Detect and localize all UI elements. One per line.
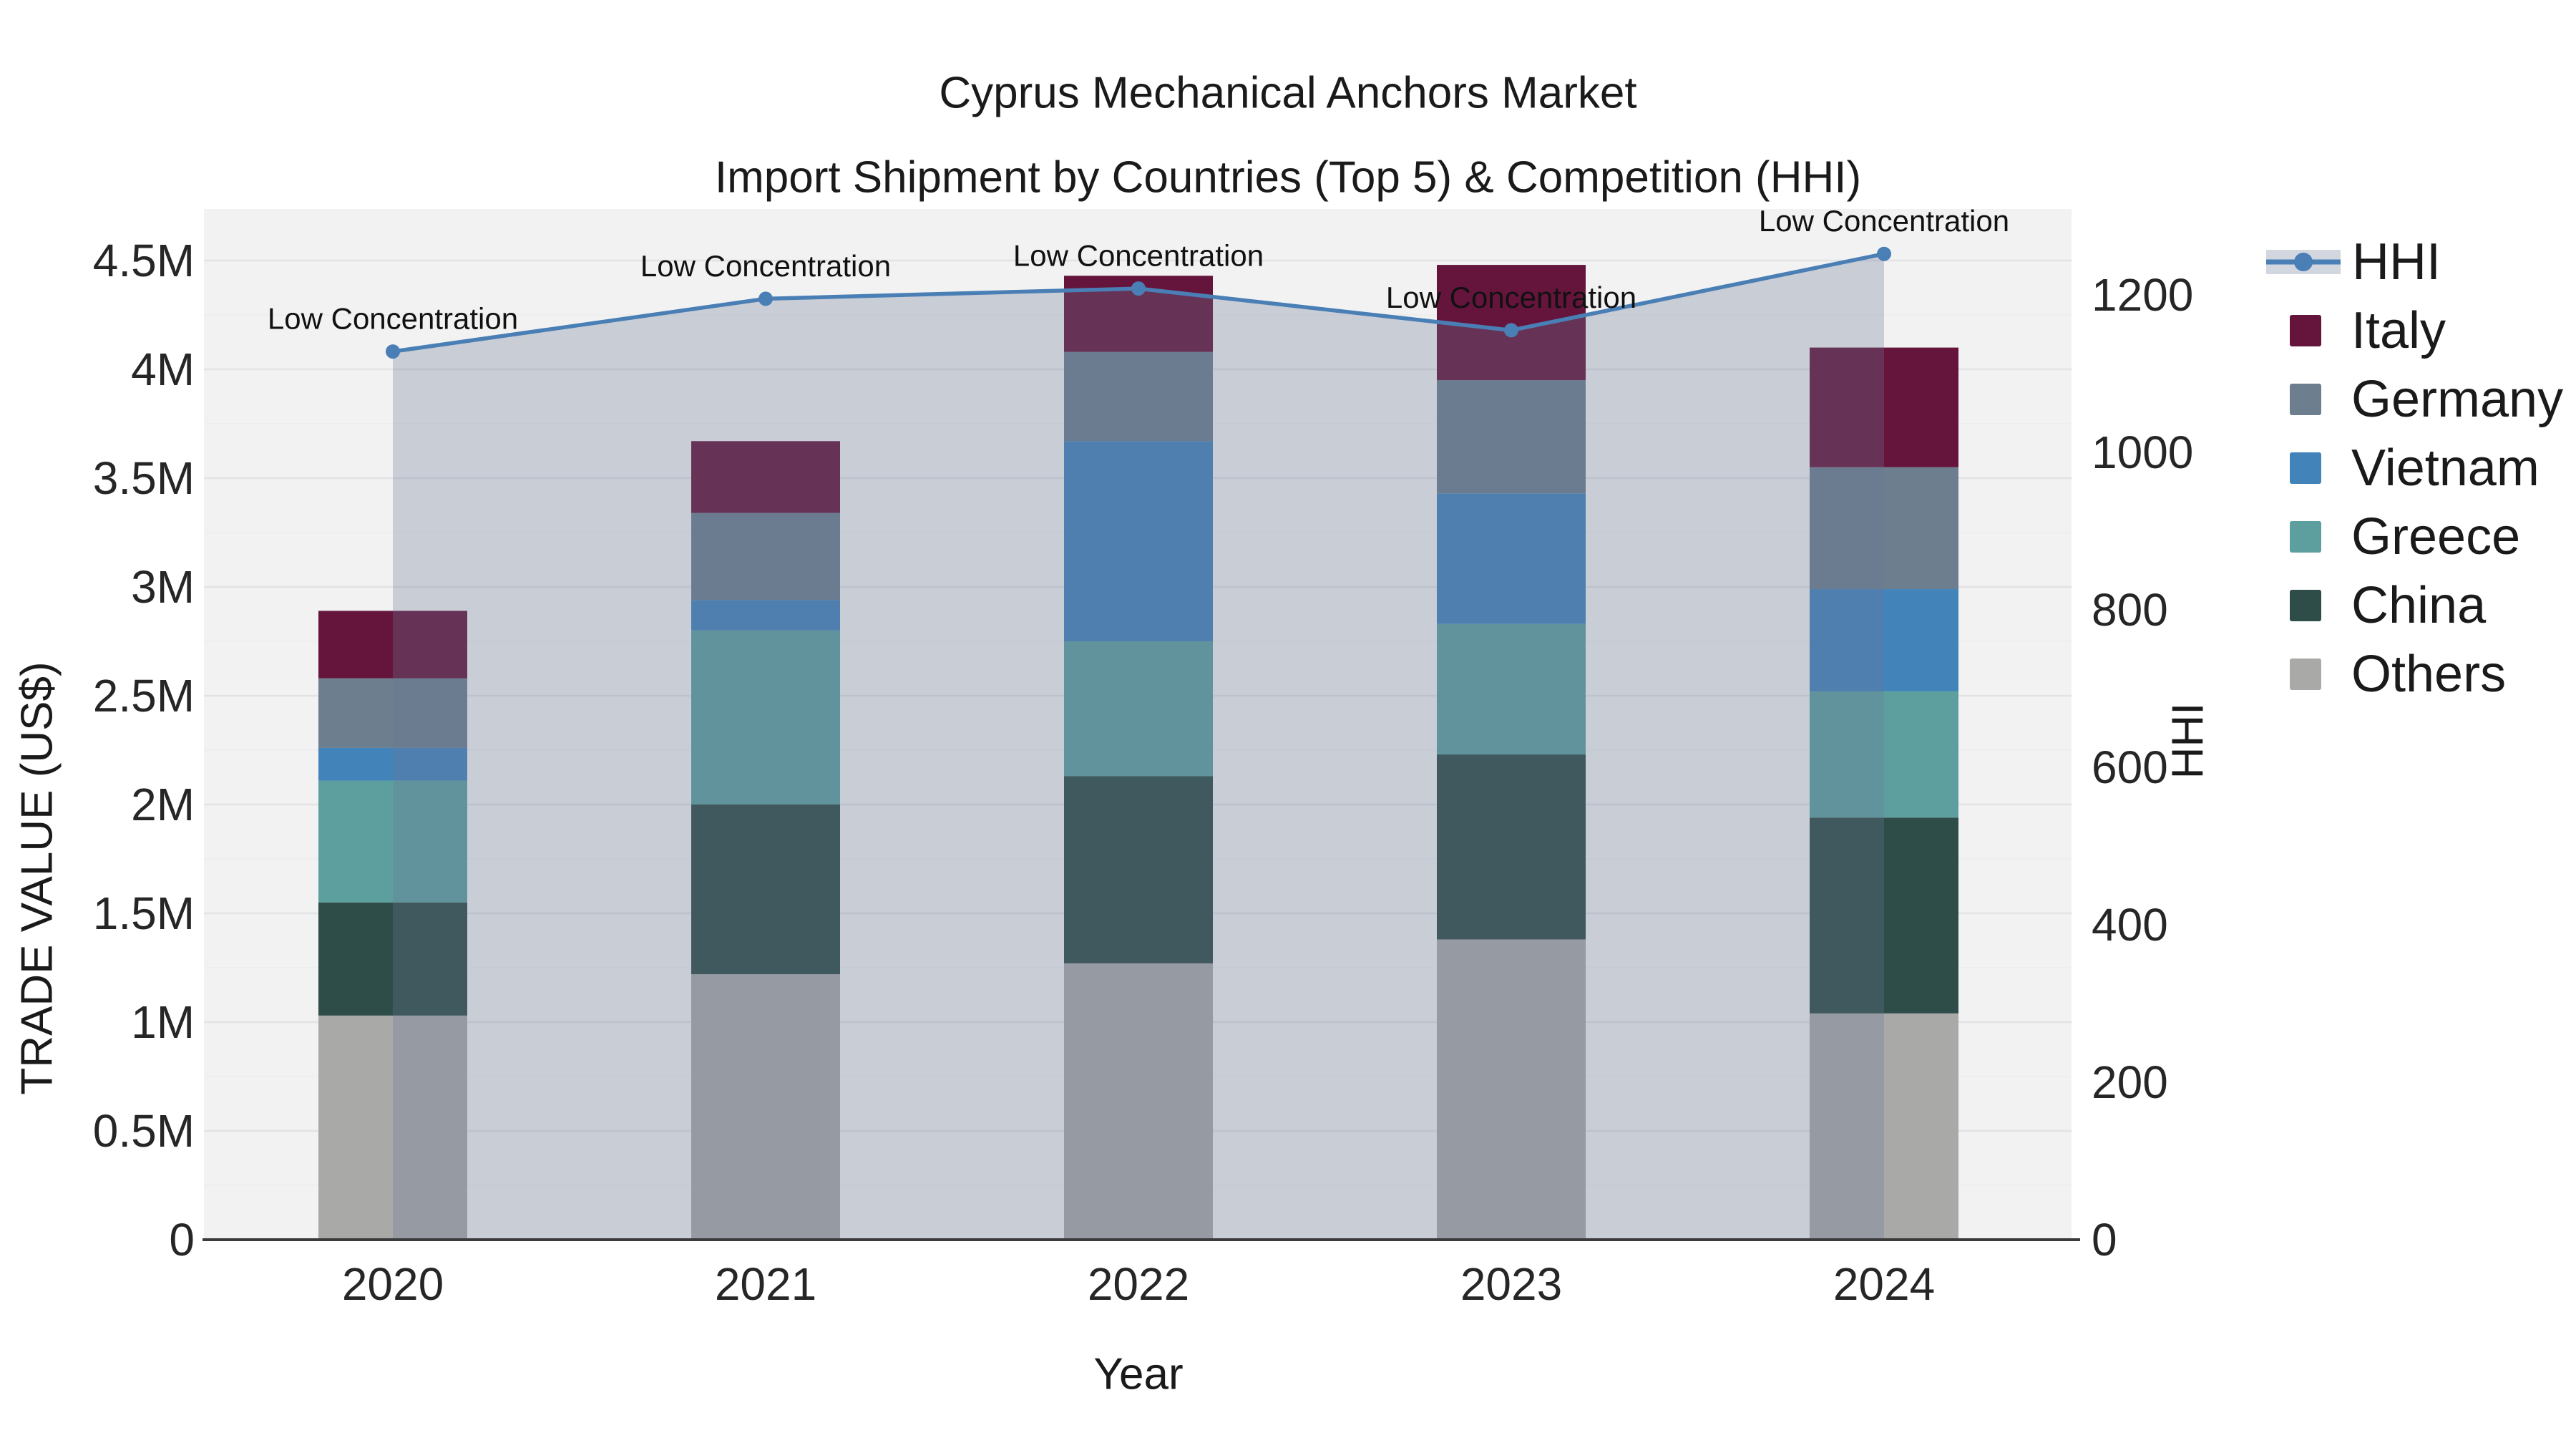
left-tick-label: 0	[169, 1214, 195, 1265]
right-axis-title: HHI	[2164, 703, 2213, 779]
bar-segment-2024-italy[interactable]	[1810, 347, 1958, 467]
legend-label: HHI	[2352, 233, 2441, 291]
legend-item-china[interactable]: China	[2265, 571, 2563, 640]
x-tick-label-2024: 2024	[1833, 1258, 1935, 1310]
right-tick-label: 400	[2092, 899, 2168, 951]
bar-segment-2022-china[interactable]	[1064, 776, 1213, 963]
bar-segment-2022-germany[interactable]	[1064, 351, 1213, 442]
annotation-2023: Low Concentration	[1386, 281, 1636, 314]
right-tick-label: 600	[2092, 742, 2168, 793]
left-tick-label: 3M	[131, 561, 195, 613]
right-axis-tick-labels: 0 200 400 600 800 1000 1200	[2092, 269, 2193, 1265]
bar-segment-2023-germany[interactable]	[1437, 380, 1586, 494]
bar-segment-2023-others[interactable]	[1437, 939, 1586, 1240]
bar-segment-2022-vietnam[interactable]	[1064, 441, 1213, 641]
bar-segment-2023-vietnam[interactable]	[1437, 493, 1586, 624]
left-tick-label: 2.5M	[93, 670, 195, 721]
hhi-marker-2024[interactable]	[1877, 246, 1891, 261]
right-tick-label: 200	[2092, 1056, 2168, 1108]
bar-segment-2020-germany[interactable]	[318, 678, 467, 748]
legend-item-others[interactable]: Others	[2265, 640, 2563, 709]
annotation-2021: Low Concentration	[640, 249, 891, 283]
hhi-area-fill	[393, 253, 1884, 1240]
left-tick-label: 2M	[131, 779, 195, 830]
bar-segment-2021-others[interactable]	[691, 974, 840, 1240]
bar-segment-2021-greece[interactable]	[691, 630, 840, 805]
legend-item-germany[interactable]: Germany	[2265, 365, 2563, 434]
bar-segment-2022-others[interactable]	[1064, 963, 1213, 1240]
bar-segment-2024-germany[interactable]	[1810, 467, 1958, 590]
chart-title-line1: Cyprus Mechanical Anchors Market	[939, 69, 1636, 118]
bar-segment-2023-china[interactable]	[1437, 754, 1586, 940]
bar-segment-2021-germany[interactable]	[691, 512, 840, 601]
left-tick-label: 1M	[131, 996, 195, 1048]
bar-segment-2024-vietnam[interactable]	[1810, 589, 1958, 691]
x-tick-label-2021: 2021	[715, 1258, 816, 1310]
left-tick-label: 1.5M	[93, 888, 195, 939]
right-tick-label: 1000	[2092, 427, 2193, 478]
bar-segment-2021-italy[interactable]	[691, 441, 840, 513]
x-tick-label-2022: 2022	[1088, 1258, 1189, 1310]
left-tick-label: 4.5M	[93, 235, 195, 286]
x-tick-label-2023: 2023	[1460, 1258, 1562, 1310]
hhi-marker-2021[interactable]	[758, 291, 773, 306]
legend-label: Greece	[2351, 508, 2521, 565]
chart-title-line2: Import Shipment by Countries (Top 5) & C…	[715, 153, 1861, 203]
hhi-markers-group	[386, 246, 1891, 359]
legend-item-hhi[interactable]: HHI	[2265, 228, 2563, 296]
bar-segment-2020-others[interactable]	[318, 1015, 467, 1240]
bar-segment-2021-vietnam[interactable]	[691, 600, 840, 631]
bar-segment-2022-greece[interactable]	[1064, 641, 1213, 777]
legend-swatch-others	[2290, 659, 2321, 690]
bar-segment-2023-greece[interactable]	[1437, 623, 1586, 755]
hhi-marker-2022[interactable]	[1131, 281, 1146, 296]
bar-segment-2024-greece[interactable]	[1810, 691, 1958, 818]
annotations-group: Low Concentration Low Concentration Low Co…	[268, 204, 2009, 335]
legend-label: Vietnam	[2351, 439, 2540, 497]
legend-label: Others	[2351, 646, 2507, 703]
left-axis-title: TRADE VALUE (US$)	[13, 661, 62, 1094]
bar-segment-2021-china[interactable]	[691, 804, 840, 975]
right-tick-label: 800	[2092, 584, 2168, 636]
legend-label: China	[2351, 577, 2487, 634]
bar-segment-2020-china[interactable]	[318, 902, 467, 1016]
x-tick-label-2020: 2020	[342, 1258, 444, 1310]
hhi-line-sample	[2266, 250, 2341, 274]
right-tick-label: 0	[2092, 1214, 2117, 1265]
hhi-marker-2023[interactable]	[1504, 323, 1518, 338]
bar-segment-2020-vietnam[interactable]	[318, 747, 467, 781]
bar-segment-2023-italy[interactable]	[1437, 265, 1586, 381]
legend-swatch-germany	[2290, 384, 2321, 415]
annotation-2022: Low Concentration	[1013, 239, 1264, 273]
bars-group	[318, 265, 1958, 1240]
annotation-2024: Low Concentration	[1759, 204, 2009, 238]
left-tick-label: 0.5M	[93, 1105, 195, 1157]
left-tick-label: 3.5M	[93, 452, 195, 504]
bar-segment-2020-greece[interactable]	[318, 780, 467, 903]
hhi-marker-2020[interactable]	[386, 344, 400, 359]
legend-swatch-greece	[2290, 521, 2321, 553]
legend: HHI Italy Germany Vietnam Greece China O…	[2265, 228, 2563, 709]
legend-item-italy[interactable]: Italy	[2265, 296, 2563, 365]
annotation-2020: Low Concentration	[268, 302, 518, 336]
legend-label: Italy	[2351, 302, 2446, 359]
bar-segment-2020-italy[interactable]	[318, 611, 467, 679]
left-tick-label: 4M	[131, 344, 195, 395]
left-axis-tick-labels: 0 0.5M 1M 1.5M 2M 2.5M 3M 3.5M 4M 4.5M	[93, 235, 195, 1265]
bar-segment-2024-china[interactable]	[1810, 817, 1958, 1014]
legend-item-greece[interactable]: Greece	[2265, 502, 2563, 571]
legend-label: Germany	[2351, 371, 2564, 428]
legend-swatch-china	[2290, 590, 2321, 621]
right-tick-label: 1200	[2092, 269, 2193, 321]
legend-item-vietnam[interactable]: Vietnam	[2265, 434, 2563, 502]
legend-swatch-italy	[2290, 315, 2321, 346]
x-axis-tick-labels: 2020 2021 2022 2023 2024	[342, 1258, 1935, 1310]
legend-swatch-vietnam	[2290, 452, 2321, 484]
bar-segment-2024-others[interactable]	[1810, 1013, 1958, 1240]
x-axis-title: Year	[1093, 1350, 1183, 1399]
